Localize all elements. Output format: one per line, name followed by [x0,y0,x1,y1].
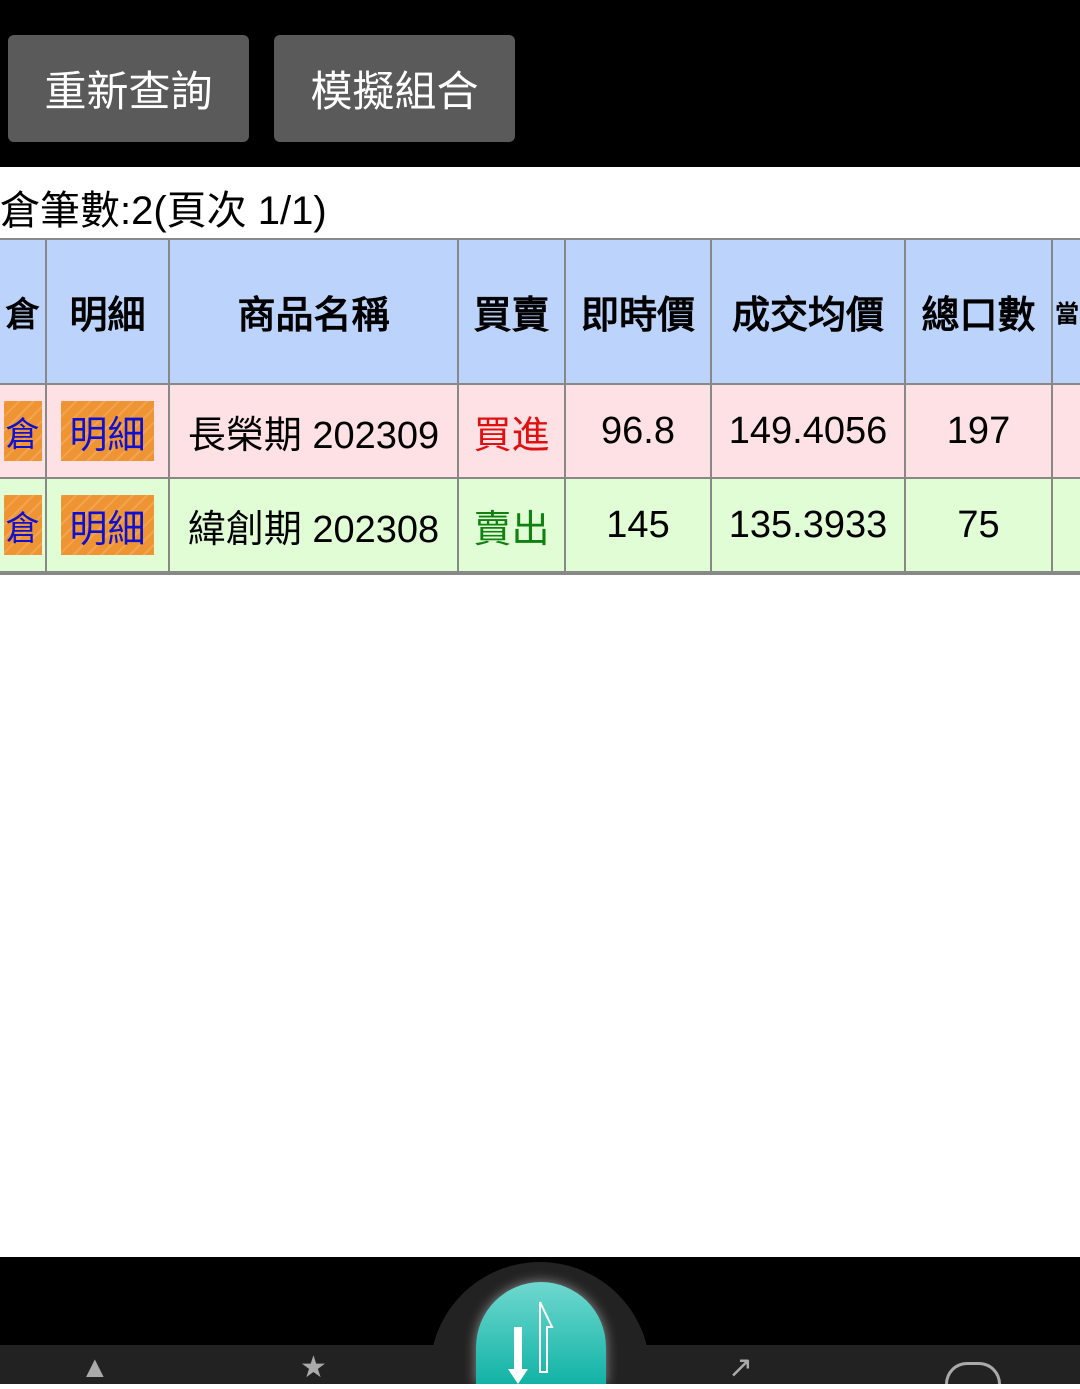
product-name: 緯創期 202308 [170,479,459,573]
avg-price: 149.4056 [712,385,906,479]
positions-table: 倉 明細 商品名稱 買賣 即時價 成交均價 總口數 當 倉 明細 長榮期 202… [0,238,1080,575]
record-count: 倉筆數:2(頁次 1/1) [0,189,327,233]
avg-price: 135.3933 [712,479,906,573]
header-price: 即時價 [566,240,712,385]
detail-button[interactable]: 明細 [61,401,154,461]
star-icon[interactable]: ★ [300,1351,327,1384]
trade-arrows-icon [508,1301,554,1384]
qty: 75 [906,479,1053,573]
table-row-cell: 明細 [47,385,170,479]
close-position-button[interactable]: 倉 [3,495,42,555]
close-position-button[interactable]: 倉 [3,401,42,461]
detail-button[interactable]: 明細 [61,495,154,555]
requery-button[interactable]: 重新查詢 [8,35,249,142]
header-product: 商品名稱 [170,240,459,385]
header-detail: 明細 [47,240,170,385]
trade-button[interactable] [476,1282,606,1384]
current-cell [1053,385,1080,479]
table-row-cell: 倉 [0,479,47,573]
header-side: 買賣 [459,240,566,385]
price: 96.8 [566,385,712,479]
header-avg-price: 成交均價 [712,240,906,385]
header-close: 倉 [0,240,47,385]
simulate-portfolio-button[interactable]: 模擬組合 [274,35,515,142]
chart-icon[interactable]: ↗ [728,1351,754,1384]
side: 買進 [459,385,566,479]
product-name: 長榮期 202309 [170,385,459,479]
side: 賣出 [459,479,566,573]
home-icon[interactable]: ▲ [80,1351,110,1384]
header-qty: 總口數 [906,240,1053,385]
table-row-cell: 倉 [0,385,47,479]
table-row-cell: 明細 [47,479,170,573]
header-current: 當 [1053,240,1080,385]
current-cell [1053,479,1080,573]
price: 145 [566,479,712,573]
qty: 197 [906,385,1053,479]
